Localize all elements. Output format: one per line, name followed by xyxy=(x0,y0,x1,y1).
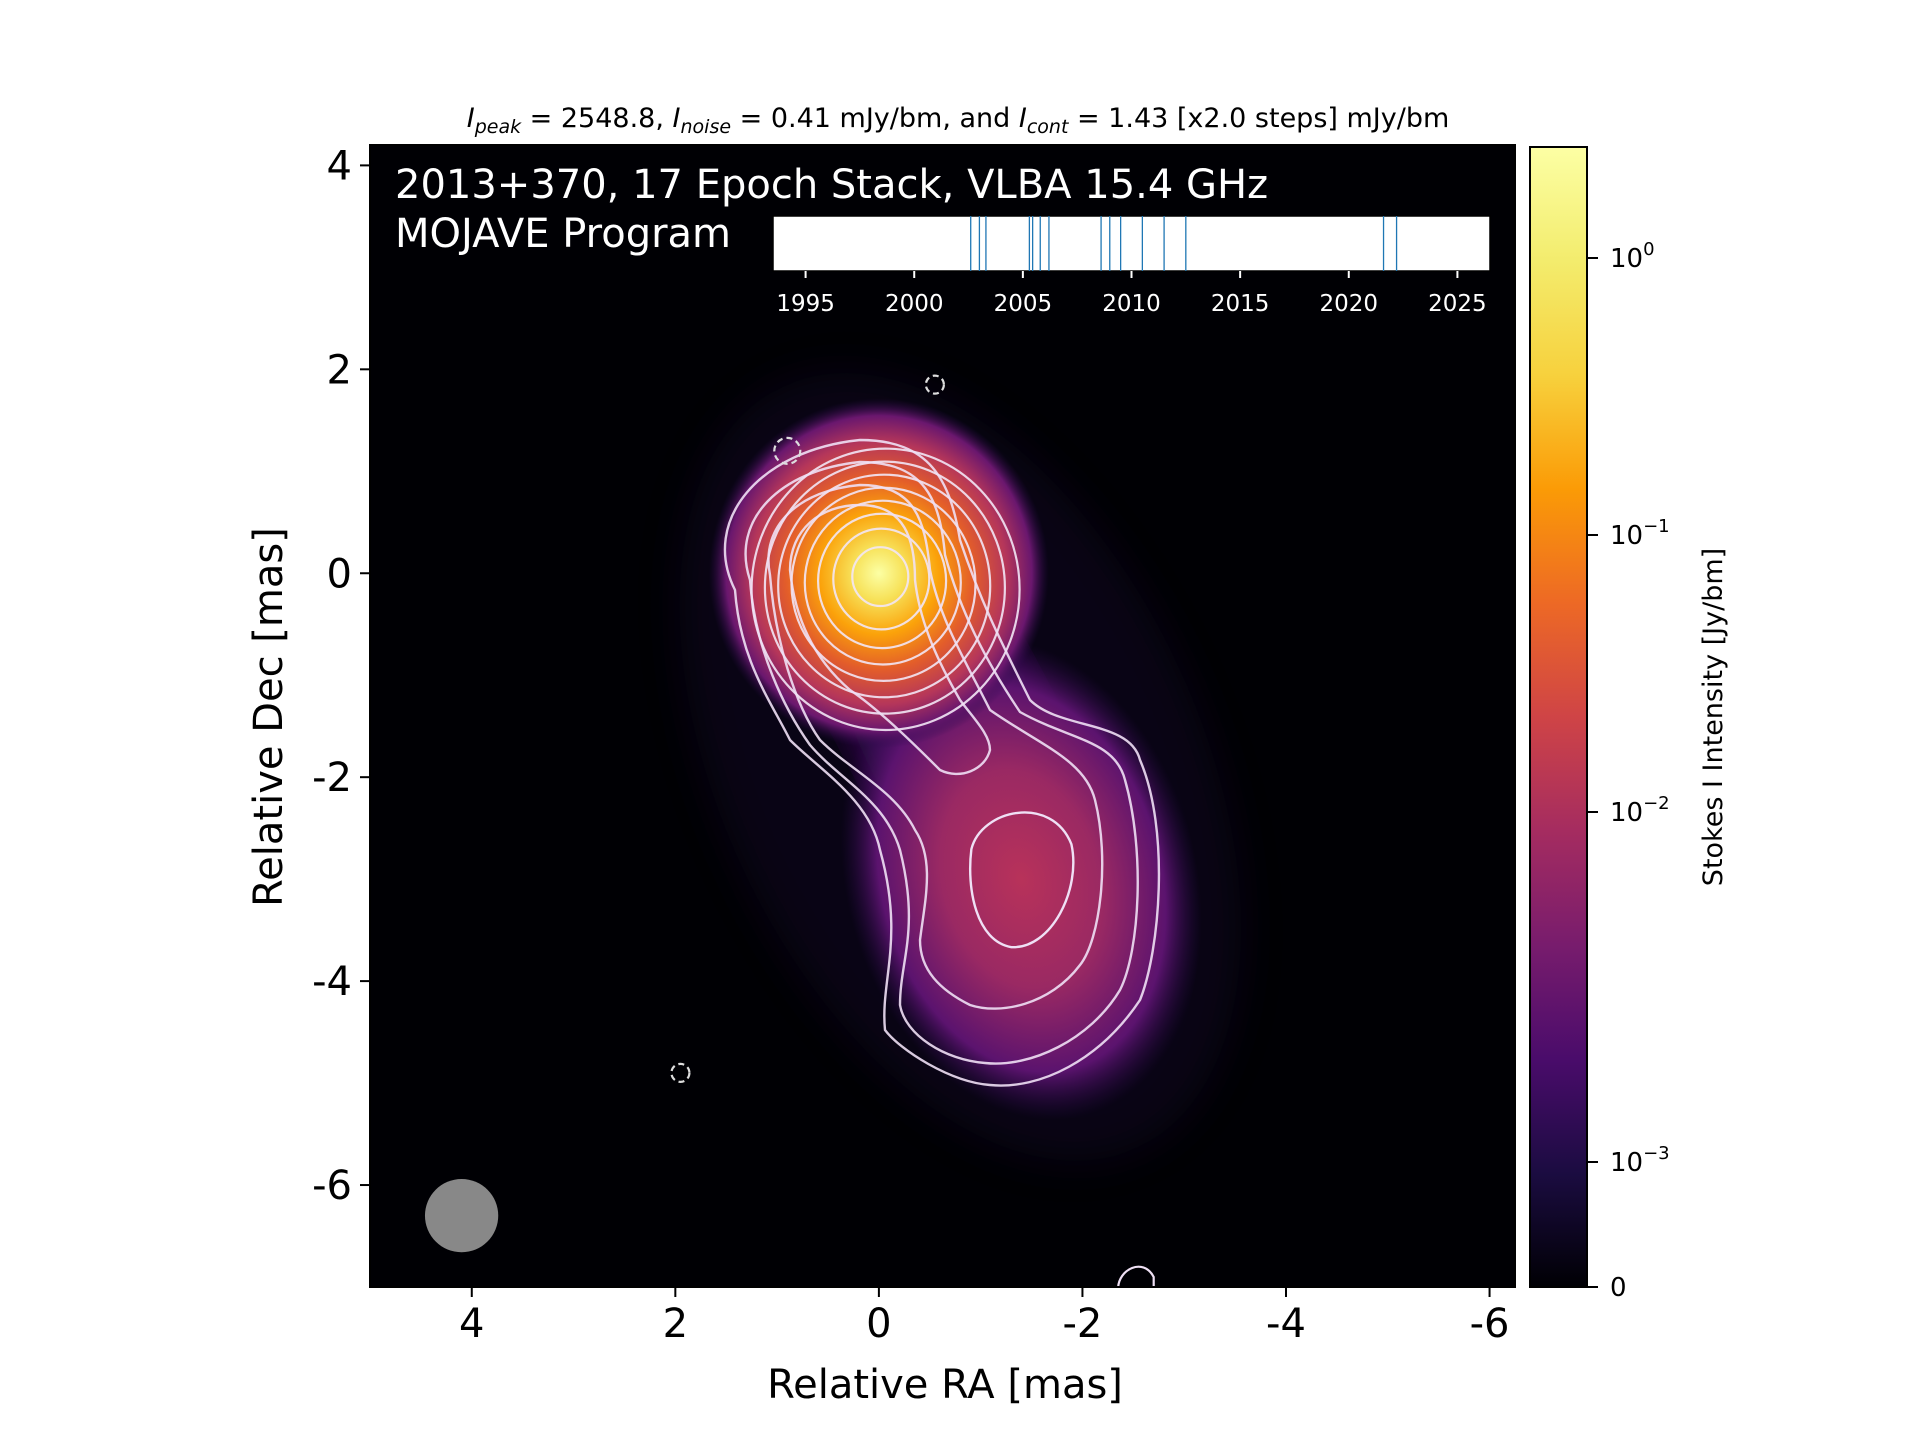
contour-line xyxy=(777,473,992,699)
contour-line xyxy=(788,503,992,776)
y-tick-label: -6 xyxy=(312,1163,352,1209)
contour-line-edge xyxy=(1117,1265,1155,1287)
contour-line-jet-peak xyxy=(968,811,1075,949)
colorbar-ticks: 100 10−1 10−2 10−3 0 xyxy=(1587,239,1670,1303)
contour-line xyxy=(744,460,1139,1065)
beam-ellipse xyxy=(424,1178,499,1253)
epoch-tick-label: 2020 xyxy=(1319,291,1378,317)
x-tick-label: -4 xyxy=(1266,1301,1306,1347)
header-stats: Ipeak = 2548.8, Inoise = 0.41 mJy/bm, an… xyxy=(467,103,1450,138)
colorbar-label: Stokes I Intensity [Jy/bm] xyxy=(1698,548,1729,886)
noise-label: I xyxy=(673,103,681,134)
contour-line xyxy=(832,527,931,631)
x-tick-label: 2 xyxy=(663,1301,688,1347)
jet-component xyxy=(840,638,1202,1121)
epoch-tick-label: 2015 xyxy=(1211,291,1270,317)
epoch-tick-label: 1995 xyxy=(776,291,835,317)
image-axes: 4 2 0 -2 -4 -6 4 2 0 -2 -4 -6 2013+370, 17 Epoch S… xyxy=(312,143,1516,1347)
contour-line xyxy=(803,499,962,666)
y-tick-label: -2 xyxy=(312,755,352,801)
epoch-inset-box xyxy=(772,215,1491,272)
cont-value: = 1.43 [x2.0 steps] mJy/bm xyxy=(1068,103,1449,134)
peak-label: I xyxy=(467,103,475,134)
y-tick-label: 4 xyxy=(327,143,352,189)
noise-sub: noise xyxy=(681,116,732,138)
negative-contour xyxy=(773,436,802,465)
negative-contour xyxy=(670,1062,691,1083)
x-axis-ticks: 4 2 0 -2 -4 -6 xyxy=(459,1287,1510,1347)
core-component xyxy=(708,398,1049,749)
contour-line xyxy=(816,512,948,650)
colorbar-tick-label: 10−1 xyxy=(1610,516,1670,551)
y-tick-label: 0 xyxy=(327,551,352,597)
epoch-lines xyxy=(970,216,1398,271)
epoch-inset: 1995 2000 2005 2010 2015 2020 2025 xyxy=(772,215,1491,317)
epoch-tick-label: 2005 xyxy=(994,291,1053,317)
epoch-axis-ticks: 1995 2000 2005 2010 2015 2020 2025 xyxy=(776,271,1487,317)
peak-value: = 2548.8, xyxy=(521,103,672,134)
cont-label: I xyxy=(1019,103,1027,134)
y-axis-ticks: 4 2 0 -2 -4 -6 xyxy=(312,143,370,1209)
y-axis-label: Relative Dec [mas] xyxy=(246,527,292,907)
plot-title-line1: 2013+370, 17 Epoch Stack, VLBA 15.4 GHz xyxy=(395,162,1268,208)
contour-line xyxy=(767,483,1104,1010)
peak-sub: peak xyxy=(474,116,522,138)
epoch-tick-label: 2025 xyxy=(1428,291,1487,317)
noise-value: = 0.41 mJy/bm, and xyxy=(731,103,1019,134)
plot-title-line2: MOJAVE Program xyxy=(395,211,731,257)
negative-contour xyxy=(924,374,945,395)
contour-line xyxy=(851,546,910,608)
colorbar-frame xyxy=(1529,146,1588,1288)
x-tick-label: 0 xyxy=(866,1301,891,1347)
colorbar-tick-label: 0 xyxy=(1610,1273,1627,1303)
epoch-tick-label: 2000 xyxy=(885,291,944,317)
colorbar-tick-label: 10−3 xyxy=(1610,1143,1670,1178)
x-tick-label: -6 xyxy=(1470,1301,1510,1347)
y-tick-label: -4 xyxy=(312,959,352,1005)
colorbar: 100 10−1 10−2 10−3 0 Stokes I Intensity [Jy/… xyxy=(1529,146,1729,1303)
contour-layer xyxy=(670,374,1161,1287)
colorbar-gradient xyxy=(1530,147,1587,1287)
x-tick-label: 4 xyxy=(459,1301,484,1347)
colorbar-tick-label: 100 xyxy=(1610,239,1655,274)
y-tick-label: 2 xyxy=(327,347,352,393)
contour-line xyxy=(723,438,1161,1087)
epoch-tick-label: 2010 xyxy=(1102,291,1161,317)
x-axis-label: Relative RA [mas] xyxy=(767,1362,1123,1408)
cont-sub: cont xyxy=(1027,116,1070,138)
contour-line xyxy=(763,460,1006,715)
x-tick-label: -2 xyxy=(1062,1301,1102,1347)
axes-frame xyxy=(369,144,1516,1288)
colorbar-tick-label: 10−2 xyxy=(1610,793,1670,828)
